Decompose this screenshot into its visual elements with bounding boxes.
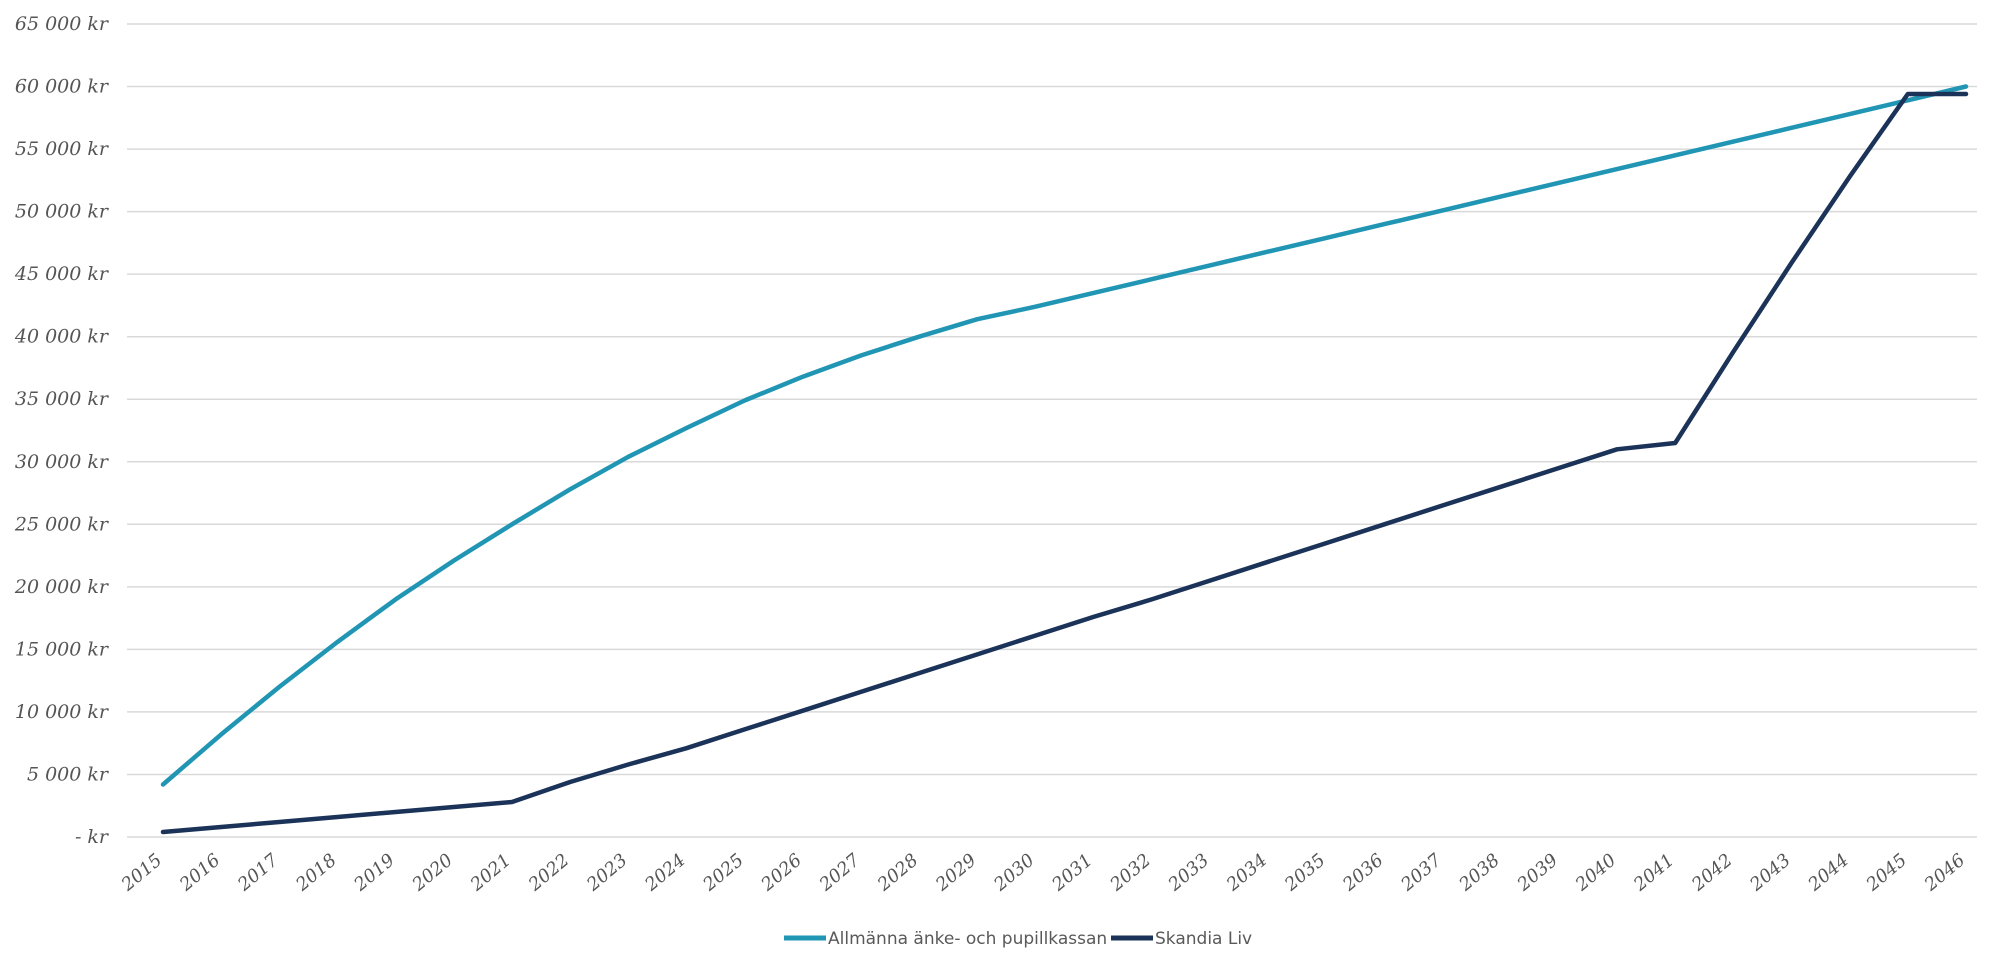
x-tick-label: 2043 (1745, 850, 1794, 896)
y-tick-label: 30 000 kr (15, 451, 110, 473)
x-tick-label: 2042 (1687, 850, 1736, 896)
y-tick-label: 5 000 kr (27, 763, 110, 785)
y-tick-label: 25 000 kr (14, 513, 110, 535)
x-tick-label: 2035 (1280, 850, 1329, 896)
x-tick-label: 2037 (1396, 849, 1446, 896)
y-tick-label: 20 000 kr (14, 576, 110, 598)
y-tick-label: 35 000 kr (15, 388, 110, 410)
x-tick-label: 2041 (1629, 850, 1678, 896)
x-tick-label: 2027 (815, 849, 865, 896)
legend-label: Skandia Liv (1155, 929, 1252, 949)
x-tick-label: 2018 (291, 850, 340, 896)
x-tick-label: 2039 (1513, 850, 1562, 896)
y-tick-label: 15 000 kr (15, 638, 110, 660)
x-tick-label: 2017 (233, 849, 283, 896)
y-tick-label: 40 000 kr (14, 326, 110, 348)
y-tick-label: 10 000 kr (15, 701, 110, 723)
x-tick-label: 2026 (757, 850, 806, 896)
x-tick-label: 2016 (175, 850, 224, 896)
x-tick-label: 2022 (524, 850, 573, 896)
x-tick-label: 2034 (1222, 850, 1271, 896)
x-tick-label: 2036 (1338, 850, 1387, 896)
legend: Allmänna änke- och pupillkassan Skandia L… (784, 929, 1252, 949)
series-line (160, 91, 1969, 835)
x-tick-label: 2019 (350, 850, 399, 896)
series-line (160, 84, 1969, 787)
y-tick-label: 65 000 kr (15, 13, 110, 35)
x-tick-label: 2030 (989, 850, 1038, 896)
x-tick-label: 2021 (466, 850, 515, 896)
x-tick-label: 2044 (1804, 850, 1853, 896)
x-tick-label: 2028 (873, 850, 922, 896)
x-tick-label: 2032 (1106, 850, 1155, 896)
x-tick-label: 2025 (698, 850, 747, 896)
x-tick-label: 2040 (1571, 850, 1620, 896)
y-axis-tick-labels: - kr 5 000 kr 10 000 kr 15 000 kr 20 000 kr 2… (14, 13, 110, 848)
x-tick-label: 2033 (1164, 850, 1213, 896)
x-tick-label: 2038 (1455, 850, 1504, 896)
x-tick-label: 2024 (640, 850, 689, 896)
y-tick-label: 45 000 kr (14, 263, 110, 285)
x-tick-label: 2015 (117, 850, 166, 896)
x-tick-label: 2020 (408, 850, 457, 896)
y-tick-label: 60 000 kr (15, 76, 110, 98)
gridlines (127, 23, 1977, 838)
x-tick-label: 2029 (931, 850, 980, 896)
legend-label: Allmänna änke- och pupillkassan (828, 929, 1107, 949)
y-tick-label: - kr (75, 826, 110, 848)
series-lines (160, 84, 1969, 835)
x-tick-label: 2023 (582, 850, 631, 896)
x-tick-label: 2046 (1920, 850, 1969, 896)
y-tick-label: 55 000 kr (15, 138, 110, 160)
x-tick-label: 2031 (1047, 850, 1096, 896)
y-tick-label: 50 000 kr (15, 201, 110, 223)
x-axis-tick-labels: 2015 2016 2017 2018 2019 2020 2021 2022 2023 2024… (117, 849, 1969, 896)
x-tick-label: 2045 (1862, 850, 1911, 896)
